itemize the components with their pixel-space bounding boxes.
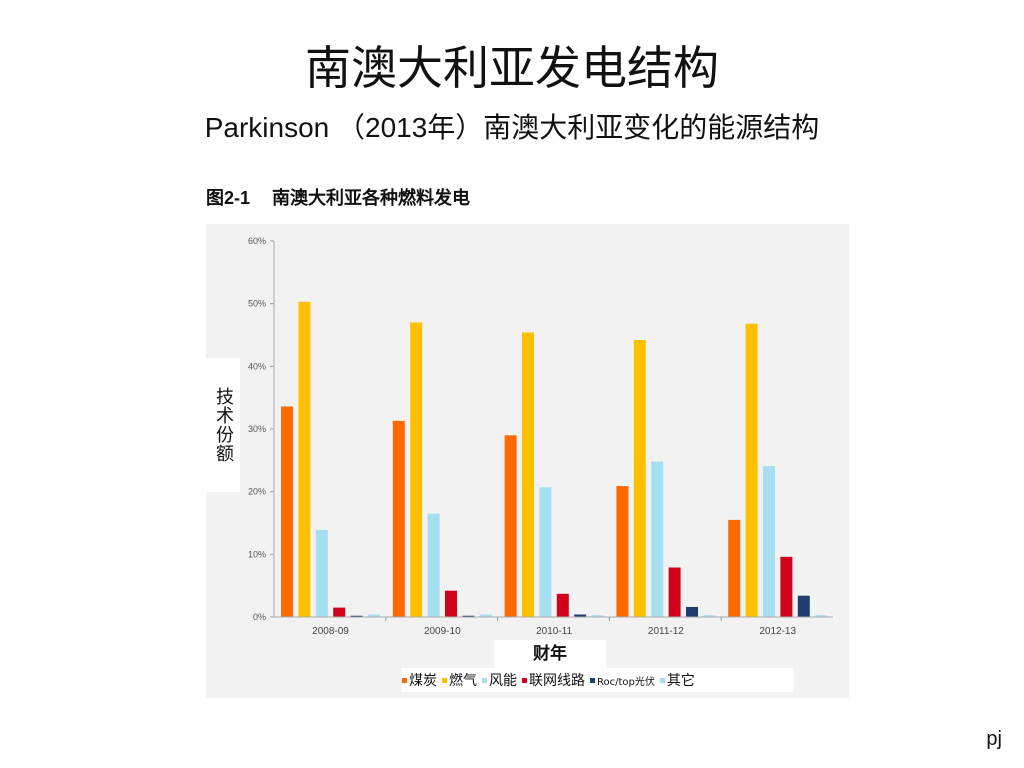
bar-2008-09-3 (333, 607, 346, 617)
figure-caption-text: 南澳大利亚各种燃料发电 (272, 188, 471, 208)
bar-2011-12-0 (616, 486, 629, 617)
y-axis-label-box: 技术份额 (206, 358, 240, 492)
legend-swatch (659, 677, 665, 683)
bar-2011-12-2 (651, 461, 664, 617)
x-axis-ticks: 2008-09 2009-10 2010-11 2011-12 2012-13 (312, 617, 796, 637)
x-tick-label: 2008-09 (312, 626, 349, 637)
legend-swatch (590, 677, 595, 683)
legend-item: 燃气 (442, 670, 477, 690)
bar-2008-09-0 (281, 406, 293, 617)
bar-2012-13-5 (815, 615, 828, 617)
y-tick-label: 10% (248, 549, 266, 559)
legend-item: 其它 (659, 670, 695, 690)
legend-label: 煤炭 (409, 673, 437, 689)
legend-item: Roc/top光伏 (590, 673, 655, 688)
legend-item: 煤炭 (402, 670, 437, 690)
y-tick-label: 50% (248, 299, 266, 309)
bar-2012-13-0 (728, 519, 741, 617)
y-axis-label: 技术份额 (213, 387, 234, 463)
axes (273, 241, 833, 618)
bar-2010-11-5 (591, 615, 604, 617)
legend-item: 风能 (482, 670, 517, 690)
y-tick-label: 40% (248, 361, 266, 371)
figure-number: 图2-1 (206, 188, 251, 208)
slide-subtitle: Parkinson （2013年）南澳大利亚变化的能源结构 (204, 112, 820, 143)
chart-legend: 煤炭 燃气 风能 联网线路 Roc/top光伏 其它 (402, 668, 794, 692)
bar-2009-10-2 (427, 513, 440, 617)
bar-2008-09-1 (298, 301, 311, 617)
bar-2010-11-4 (574, 614, 587, 617)
bar-chart: 0% 10% 20% 30% 40% 50% 60% 2008-09 2009-10 2010-… (248, 236, 833, 637)
y-tick-label: 0% (253, 612, 266, 622)
legend-label: 风能 (489, 673, 517, 689)
bar-2011-12-3 (668, 567, 681, 617)
legend-swatch (522, 677, 527, 683)
y-tick-label: 60% (248, 236, 266, 246)
bar-2009-10-3 (445, 590, 457, 617)
bar-2010-11-0 (504, 435, 517, 617)
bar-2012-13-3 (780, 556, 793, 617)
bar-2011-12-1 (633, 340, 646, 617)
bar-2010-11-1 (522, 332, 534, 617)
bar-2009-10-0 (392, 420, 405, 617)
legend-label: 联网线路 (529, 673, 585, 689)
chart-panel: 0% 10% 20% 30% 40% 50% 60% 2008-09 2009-10 2010-… (206, 224, 849, 698)
x-axis-label: 财年 (494, 640, 606, 668)
legend-label: Roc/top光伏 (597, 676, 655, 688)
legend-item: 联网线路 (522, 670, 585, 690)
bar-2010-11-3 (556, 593, 569, 617)
bar-2010-11-2 (539, 487, 552, 617)
bar-2012-13-4 (797, 595, 810, 617)
y-tick-label: 20% (248, 487, 266, 497)
bar-2009-10-4 (462, 615, 475, 617)
bar-2008-09-4 (350, 615, 363, 617)
legend-swatch (402, 677, 407, 683)
bar-2011-12-4 (686, 606, 698, 617)
x-tick-label: 2012-13 (759, 626, 796, 637)
legend-swatch (442, 677, 447, 683)
legend-label: 其它 (666, 673, 695, 689)
bar-2009-10-5 (479, 614, 492, 617)
x-tick-label: 2010-11 (536, 626, 572, 637)
y-axis-ticks: 0% 10% 20% 30% 40% 50% 60% (248, 236, 274, 622)
bar-2012-13-1 (745, 323, 758, 617)
bar-2008-09-2 (315, 529, 328, 617)
bar-2011-12-5 (703, 615, 716, 617)
bar-2008-09-5 (368, 614, 380, 617)
figure-caption: 图2-1 南澳大利亚各种燃料发电 (206, 186, 470, 210)
x-tick-label: 2009-10 (424, 626, 461, 637)
legend-swatch (482, 677, 487, 683)
x-tick-label: 2011-12 (648, 626, 684, 637)
y-tick-label: 30% (248, 424, 266, 434)
bar-2009-10-1 (410, 322, 423, 617)
legend-label: 燃气 (449, 673, 477, 689)
bars (281, 301, 828, 617)
bar-2012-13-2 (763, 465, 775, 617)
page-mark: pj (986, 728, 1002, 750)
slide-title: 南澳大利亚发电结构 (305, 41, 719, 95)
